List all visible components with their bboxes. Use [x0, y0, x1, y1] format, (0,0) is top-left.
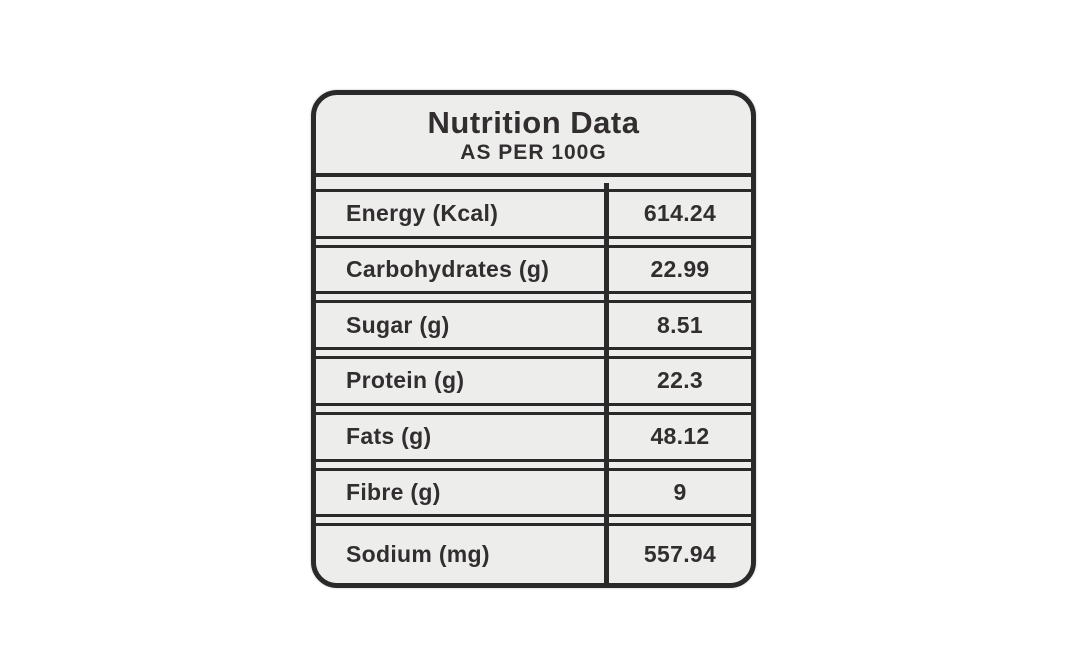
- row-label: Fibre (g): [346, 478, 441, 505]
- nutrition-row-sugar: Sugar (g) 8.51: [316, 300, 751, 351]
- nutrition-label: Nutrition Data AS PER 100G Energy (Kcal)…: [311, 90, 756, 588]
- nutrition-row-energy: Energy (Kcal) 614.24: [316, 189, 751, 239]
- row-value: 8.51: [657, 311, 703, 338]
- nutrition-row-fibre: Fibre (g) 9: [316, 467, 751, 518]
- label-header: Nutrition Data AS PER 100G: [316, 95, 751, 177]
- nutrition-row-fats: Fats (g) 48.12: [316, 411, 751, 462]
- label-subtitle: AS PER 100G: [460, 141, 607, 165]
- row-label: Energy (Kcal): [346, 200, 499, 227]
- row-value: 48.12: [650, 423, 710, 450]
- row-value: 9: [673, 478, 687, 505]
- row-value: 614.24: [643, 200, 717, 227]
- row-value: 557.94: [643, 541, 717, 568]
- rows-area: Energy (Kcal) 614.24 Carbohydrates (g) 2…: [316, 177, 751, 583]
- row-label: Carbohydrates (g): [346, 256, 550, 283]
- nutrition-row-carbohydrates: Carbohydrates (g) 22.99: [316, 244, 751, 295]
- column-divider: [604, 183, 609, 583]
- row-label: Sugar (g): [346, 311, 450, 338]
- row-label: Fats (g): [346, 423, 432, 450]
- nutrition-row-protein: Protein (g) 22.3: [316, 356, 751, 406]
- row-value: 22.99: [650, 256, 710, 283]
- row-value: 22.3: [657, 367, 703, 394]
- row-label: Sodium (mg): [346, 541, 490, 568]
- nutrition-row-sodium: Sodium (mg) 557.94: [316, 523, 751, 583]
- row-label: Protein (g): [346, 367, 465, 394]
- label-title: Nutrition Data: [427, 104, 640, 140]
